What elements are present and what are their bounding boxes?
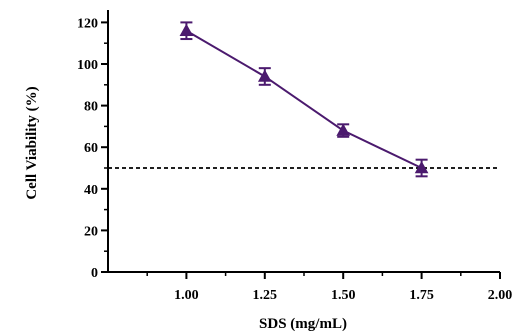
y-tick-label: 60 bbox=[84, 141, 98, 156]
x-tick-label: 1.75 bbox=[409, 288, 434, 303]
y-tick-label: 20 bbox=[84, 224, 98, 239]
y-tick-label: 80 bbox=[84, 100, 98, 115]
data-point bbox=[257, 69, 272, 82]
x-tick-label: 1.00 bbox=[174, 288, 199, 303]
y-tick-label: 120 bbox=[77, 16, 98, 31]
data-point bbox=[336, 123, 351, 136]
y-tick-label: 0 bbox=[91, 266, 98, 281]
y-tick-label: 40 bbox=[84, 183, 98, 198]
x-tick-label: 1.50 bbox=[331, 288, 356, 303]
series-line bbox=[185, 29, 423, 169]
data-point bbox=[179, 23, 194, 37]
axes: 0 20 40 60 80 100 120 1.00 1.25 1.50 1.75 2.00 bbox=[77, 10, 512, 303]
x-tick-label: 2.00 bbox=[488, 288, 513, 303]
series-layer bbox=[179, 21, 429, 178]
x-axis-title: SDS (mg/mL) bbox=[259, 316, 347, 332]
y-axis-title: Cell Viability (%) bbox=[24, 86, 40, 199]
x-tick-label: 1.25 bbox=[253, 288, 278, 303]
data-point bbox=[414, 160, 429, 174]
y-tick-label: 100 bbox=[77, 58, 98, 73]
